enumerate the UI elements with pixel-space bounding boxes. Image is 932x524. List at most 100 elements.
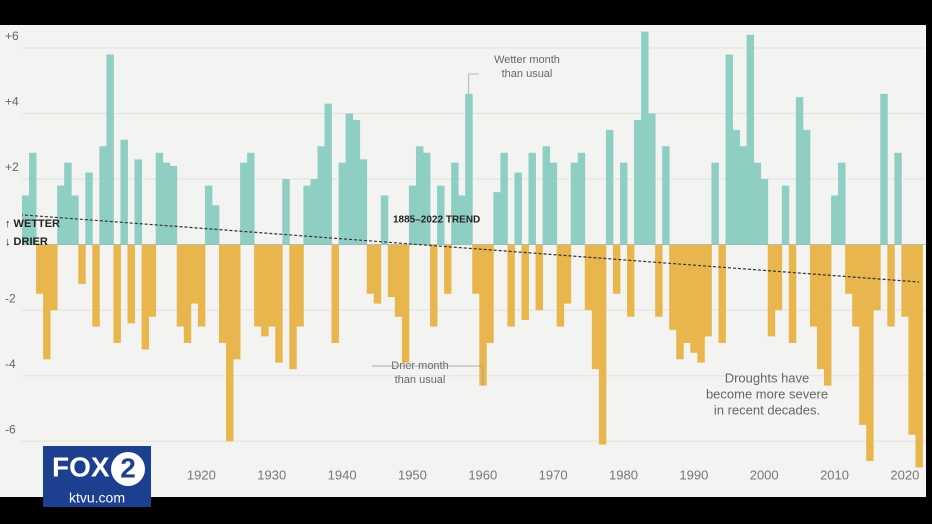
- bar: [704, 244, 712, 337]
- bar: [50, 244, 58, 311]
- x-tick-label: 1970: [539, 467, 568, 482]
- bar: [204, 185, 213, 245]
- bar: [816, 244, 825, 370]
- y-tick-label: +4: [5, 95, 19, 109]
- logo-site-box: [43, 491, 151, 507]
- bar: [809, 244, 818, 327]
- bar: [387, 244, 396, 298]
- bar: [831, 195, 839, 245]
- bar: [535, 244, 543, 311]
- bar: [430, 244, 438, 327]
- bar: [345, 113, 354, 245]
- bar: [556, 244, 565, 327]
- bars: [22, 31, 926, 468]
- bar: [134, 159, 142, 245]
- bar: [113, 244, 121, 343]
- background: [0, 25, 926, 497]
- bar: [366, 244, 375, 294]
- overlay: +6 +4 +2 -2 -4 -6 1920 1930 1940 1950 1960 1970 1980…: [5, 29, 919, 482]
- bar: [669, 244, 677, 330]
- bar: [99, 146, 107, 245]
- bar: [162, 162, 171, 245]
- bar: [169, 165, 178, 245]
- bar: [591, 244, 600, 370]
- bar: [458, 195, 466, 245]
- bar: [183, 244, 192, 343]
- bar: [78, 244, 86, 284]
- bar: [408, 185, 417, 245]
- bar: [317, 146, 325, 245]
- y-tick-label: +2: [5, 160, 19, 174]
- annotation-text: in recent decades.: [714, 402, 820, 417]
- bar: [880, 93, 888, 245]
- bar: [760, 179, 769, 245]
- bar: [838, 162, 846, 245]
- bar: [915, 244, 923, 468]
- bar: [619, 162, 628, 245]
- bar: [563, 244, 572, 304]
- trend-line: [22, 214, 920, 283]
- annotation-text: than usual: [502, 68, 553, 80]
- x-tick-label: 1930: [257, 467, 286, 482]
- bar: [240, 162, 248, 245]
- bar: [521, 244, 529, 320]
- logo-site: ktvu.com: [69, 490, 125, 506]
- x-tick-label: 2010: [820, 467, 849, 482]
- annotation-text: become more severe: [706, 386, 828, 401]
- bar: [683, 244, 691, 343]
- bar: [331, 244, 339, 343]
- bar: [415, 146, 424, 245]
- bar: [507, 244, 515, 327]
- logo-channel: 2: [120, 452, 136, 483]
- bar: [887, 244, 895, 327]
- bar: [873, 244, 881, 311]
- x-tick-label: 1960: [468, 467, 497, 482]
- bar: [373, 244, 382, 304]
- bar: [746, 34, 755, 245]
- bar: [479, 244, 487, 386]
- x-tick-label: 1980: [609, 467, 638, 482]
- bar: [296, 244, 304, 327]
- bar: [352, 120, 361, 245]
- bar: [866, 244, 874, 461]
- bar: [71, 195, 79, 245]
- x-tick-label: 1990: [679, 467, 708, 482]
- bar: [493, 192, 501, 245]
- bar: [795, 97, 804, 245]
- bar: [211, 205, 220, 245]
- bar: [92, 244, 100, 327]
- bar: [218, 244, 227, 343]
- bar: [120, 139, 128, 245]
- trend-label: 1885–2022 TREND: [393, 215, 480, 226]
- bar: [310, 179, 318, 245]
- logo: FOX 2 ktvu.com: [43, 446, 151, 507]
- bar: [141, 244, 150, 350]
- bar: [106, 54, 114, 245]
- bar: [802, 129, 811, 245]
- bar: [605, 129, 614, 245]
- bar: [29, 152, 37, 245]
- bar: [324, 103, 332, 245]
- bar: [697, 244, 705, 363]
- bar: [662, 146, 670, 245]
- bar: [57, 185, 65, 245]
- bar: [781, 185, 790, 245]
- bar: [176, 244, 185, 327]
- annotation-text: Droughts have: [725, 370, 810, 385]
- bar: [155, 152, 164, 245]
- bar: [725, 54, 733, 245]
- bar: [394, 244, 403, 317]
- bar: [894, 152, 902, 245]
- bar: [859, 244, 867, 425]
- bar: [43, 244, 51, 360]
- bar: [845, 244, 853, 294]
- bar: [648, 113, 656, 245]
- bar: [655, 244, 663, 317]
- bar: [718, 244, 726, 343]
- bar: [690, 244, 698, 353]
- bar: [788, 244, 797, 343]
- bar: [634, 120, 642, 245]
- bar: [823, 244, 832, 386]
- x-tick-label: 2000: [750, 467, 779, 482]
- bar: [303, 185, 311, 245]
